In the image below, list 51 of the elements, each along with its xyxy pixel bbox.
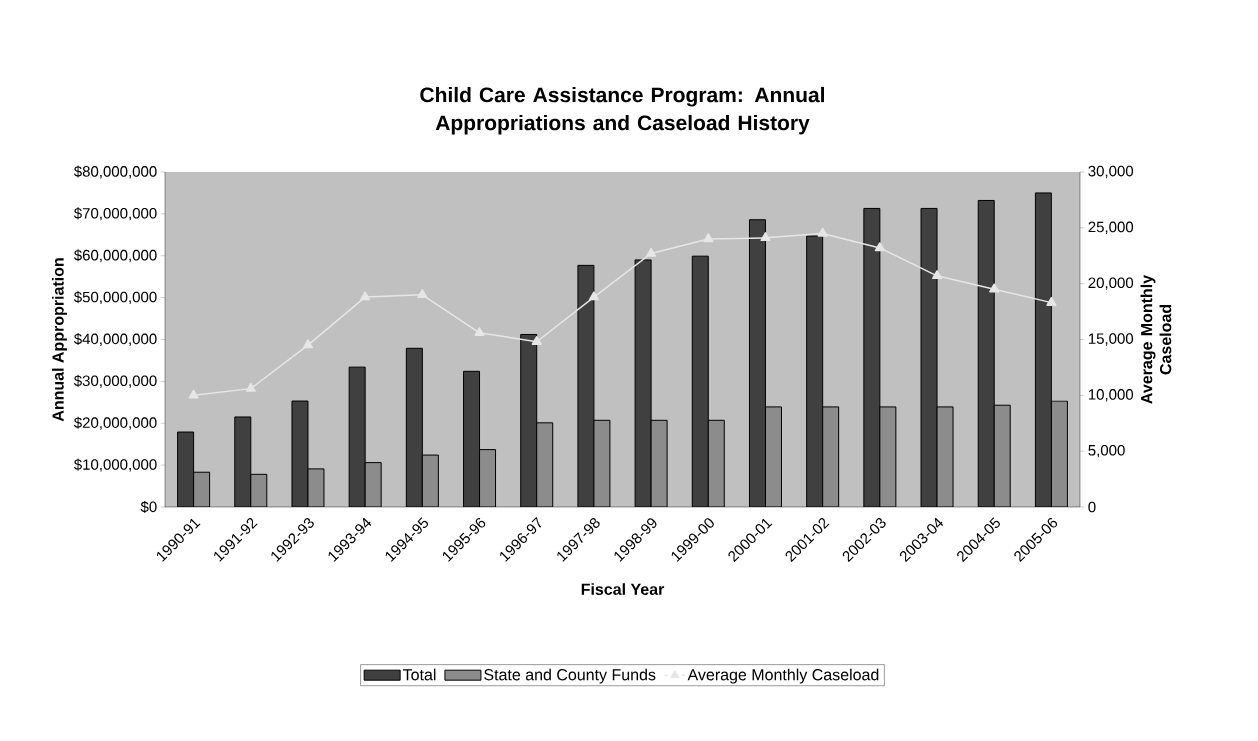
y-tick-label: $0 xyxy=(140,500,157,514)
point xyxy=(646,247,657,257)
point xyxy=(588,291,599,301)
y-tick-label: $20,000,000 xyxy=(73,416,157,430)
y2-tick-label: 30,000 xyxy=(1088,165,1134,179)
bar xyxy=(1034,192,1052,507)
point xyxy=(989,283,1000,293)
point xyxy=(703,233,714,243)
point xyxy=(245,382,256,392)
y2-axis-title: Average Monthly Caseload xyxy=(1140,274,1172,404)
point xyxy=(817,227,828,237)
x-axis-title: Fiscal Year xyxy=(581,583,665,595)
y-tick-label: $40,000,000 xyxy=(73,332,157,346)
y2-tick-label: 10,000 xyxy=(1088,389,1134,402)
y-tick-label: $30,000,000 xyxy=(73,374,157,388)
legend-label: Average Monthly Caseload xyxy=(687,668,879,684)
bar xyxy=(234,416,252,507)
y-tick-label: $70,000,000 xyxy=(73,207,157,221)
y-tick-label: $10,000,000 xyxy=(73,458,157,472)
point xyxy=(360,291,371,301)
y-axis-title: Annual Appropriation xyxy=(52,258,67,422)
y2-tick-label: 20,000 xyxy=(1088,277,1134,290)
point xyxy=(302,339,314,349)
point xyxy=(531,335,542,345)
point xyxy=(874,242,885,252)
y2-tick-label: 5,000 xyxy=(1088,444,1125,458)
y2-tick-label: 0 xyxy=(1088,501,1096,513)
y-tick-label: $50,000,000 xyxy=(73,291,157,305)
bar xyxy=(977,199,995,507)
point xyxy=(474,327,485,337)
y2-tick-label: 25,000 xyxy=(1088,221,1134,235)
bar xyxy=(748,219,766,507)
bar xyxy=(863,207,881,507)
point xyxy=(417,289,428,299)
bar xyxy=(348,366,366,507)
point xyxy=(1046,296,1057,306)
bar xyxy=(691,255,709,507)
point xyxy=(760,232,771,242)
bar xyxy=(520,333,538,507)
bar xyxy=(463,370,481,507)
legend-label: State and County Funds xyxy=(484,668,656,684)
bar xyxy=(177,431,195,507)
chart-title: Child Care Assistance Program: Annual Appropriations and Caseload History xyxy=(420,86,825,135)
point xyxy=(931,270,943,280)
y-tick-label: $80,000,000 xyxy=(73,165,157,179)
bar xyxy=(806,235,824,507)
y-tick-label: $60,000,000 xyxy=(73,249,157,263)
point xyxy=(188,389,199,399)
bar xyxy=(405,347,423,507)
legend-label: Total xyxy=(403,668,436,681)
y2-tick-label: 15,000 xyxy=(1088,333,1134,346)
